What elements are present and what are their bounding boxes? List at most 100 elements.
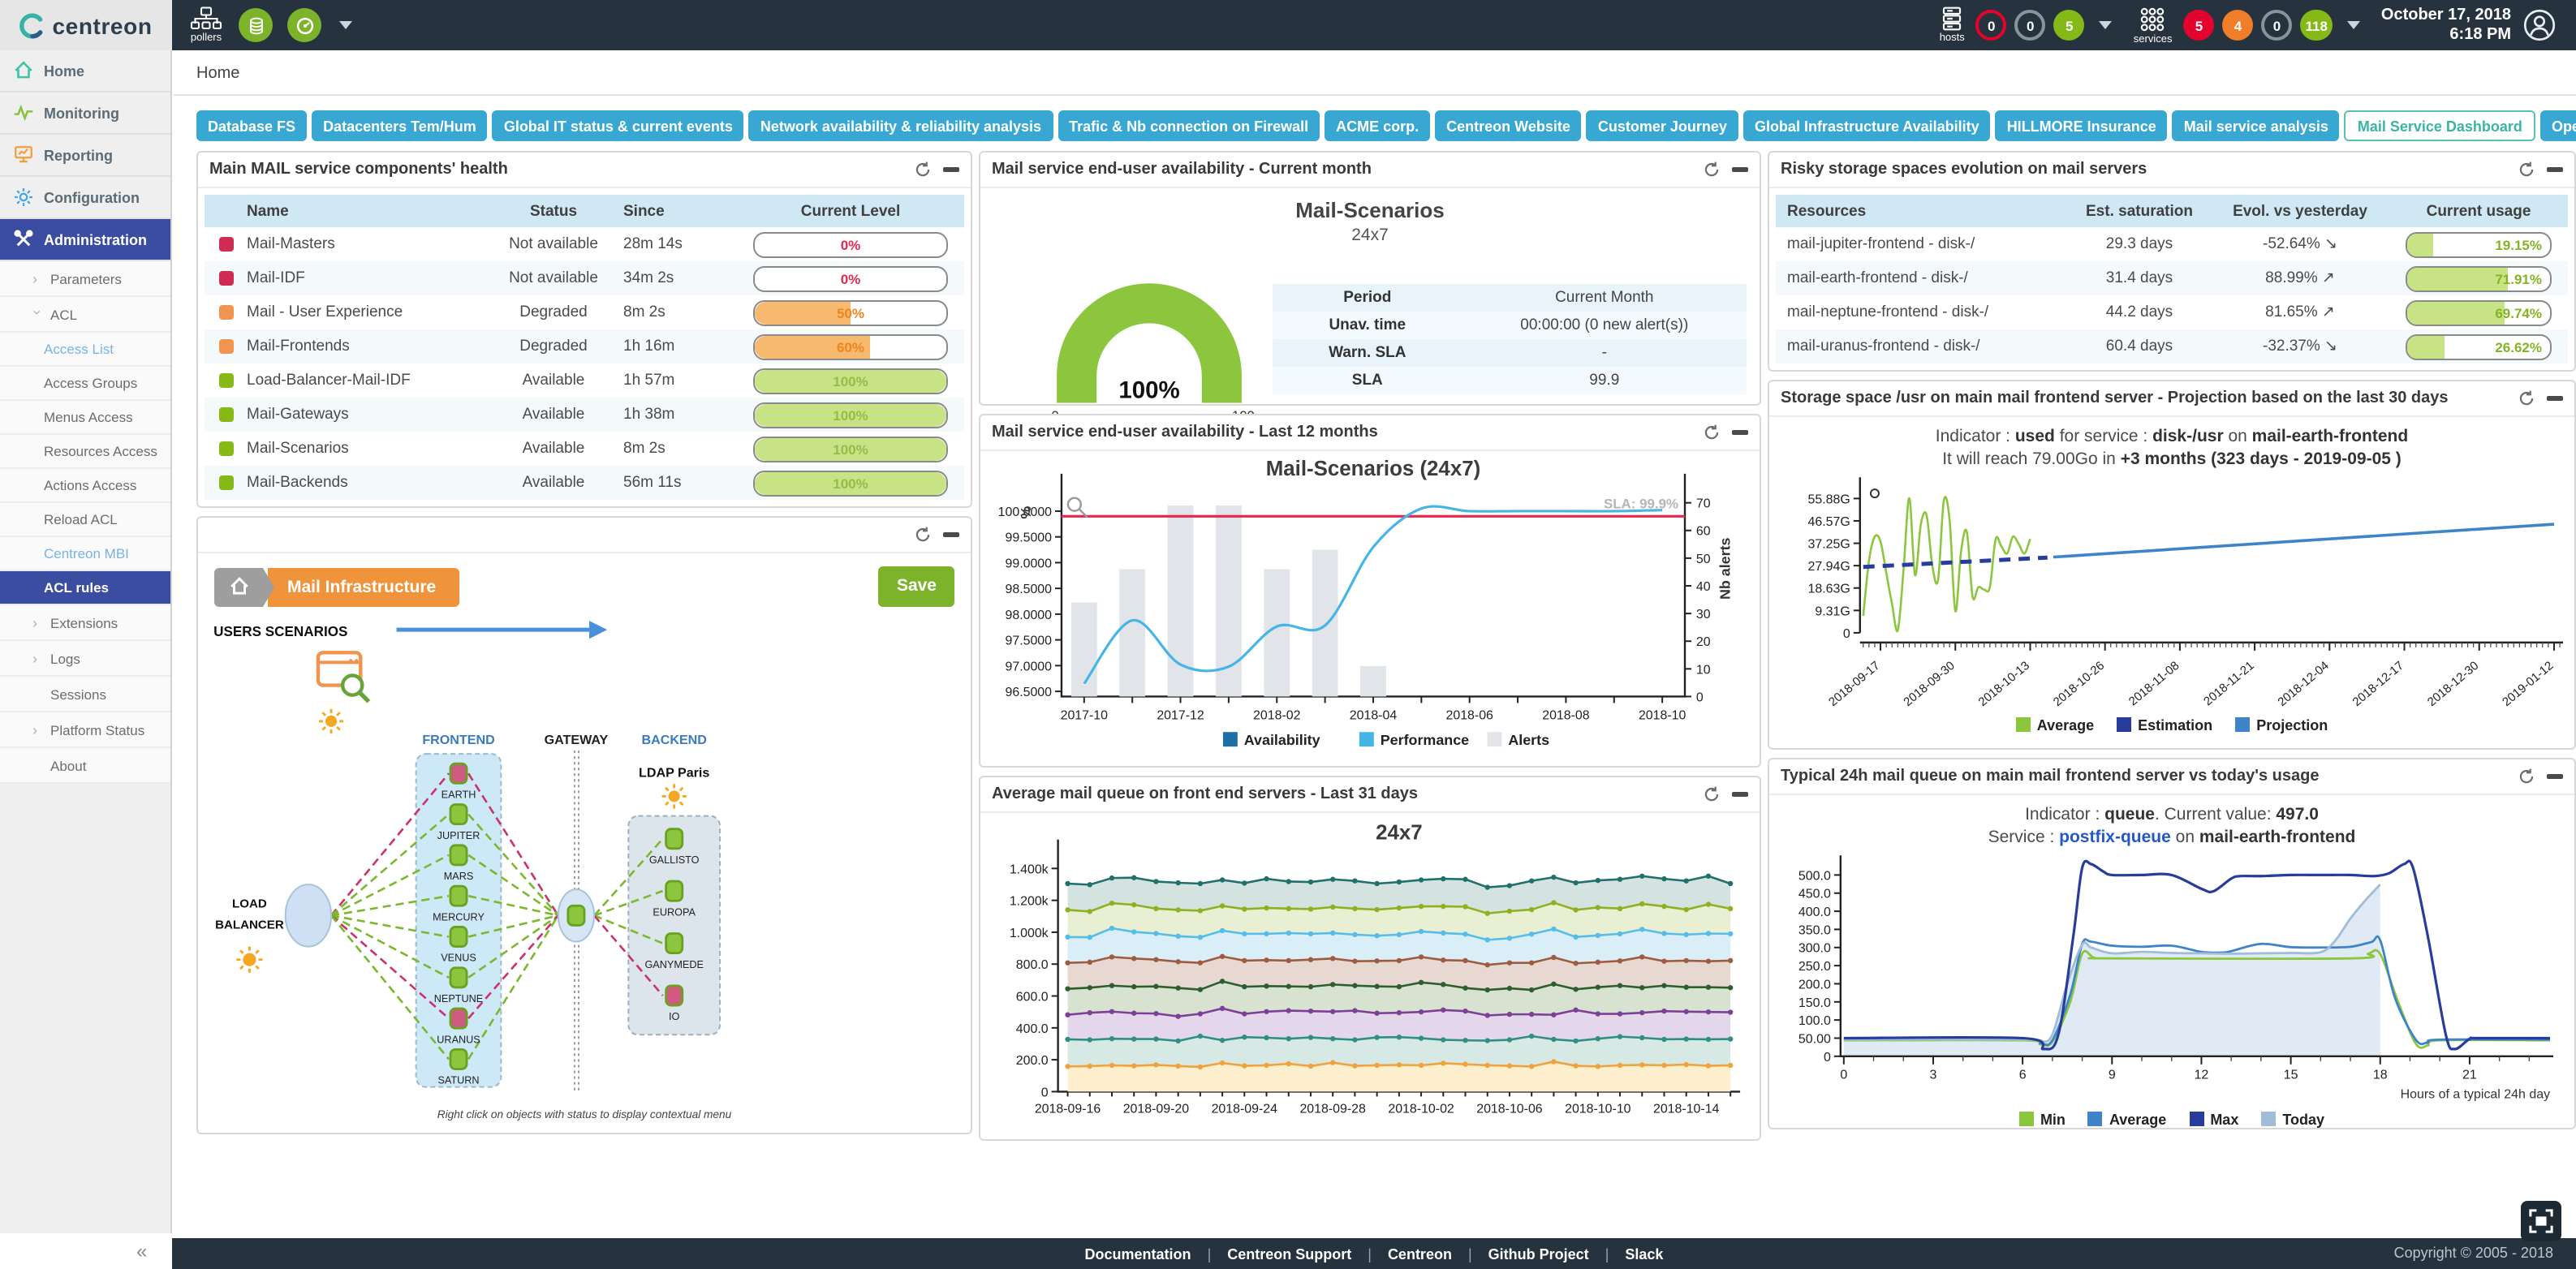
user-avatar[interactable]: [2522, 8, 2557, 42]
footer-link-documentation[interactable]: Documentation: [1084, 1245, 1191, 1262]
node-venus[interactable]: [449, 926, 468, 948]
map-home-button[interactable]: [214, 567, 263, 606]
tab-global-infrastructure-availability[interactable]: Global Infrastructure Availability: [1742, 110, 1991, 141]
node-europa[interactable]: [665, 880, 684, 902]
sidebar-item-parameters[interactable]: › Parameters: [0, 261, 170, 297]
hosts-chevron-down-icon[interactable]: [2099, 21, 2113, 29]
tab-centreon-website[interactable]: Centreon Website: [1435, 110, 1582, 141]
tab-mail-service-dashboard[interactable]: Mail Service Dashboard: [2344, 110, 2535, 141]
sidebar-item-extensions[interactable]: › Extensions: [0, 605, 170, 641]
minimize-icon[interactable]: [2547, 396, 2563, 401]
services-badge-1[interactable]: 4: [2222, 10, 2254, 41]
sidebar-item-actions-access[interactable]: Actions Access: [0, 469, 170, 503]
node-mercury[interactable]: [449, 884, 468, 907]
poller-chevron-down-icon[interactable]: [339, 21, 352, 29]
refresh-icon[interactable]: [914, 526, 932, 544]
table-row[interactable]: mail-uranus-frontend - disk-/ 60.4 days -3…: [1776, 329, 2568, 363]
footer-link-centreon[interactable]: Centreon: [1387, 1245, 1452, 1262]
services-summary[interactable]: services: [2134, 6, 2172, 45]
refresh-icon[interactable]: [1703, 424, 1721, 441]
tab-datacenters-tem-hum[interactable]: Datacenters Tem/Hum: [312, 110, 488, 141]
minimize-icon[interactable]: [943, 167, 959, 172]
minimize-icon[interactable]: [1732, 792, 1748, 797]
table-row[interactable]: Mail-Gateways Available 1h 38m 100%: [205, 398, 964, 432]
sidebar-item-reporting[interactable]: Reporting: [0, 135, 170, 177]
engine-status-icon[interactable]: [287, 8, 321, 42]
refresh-icon[interactable]: [914, 161, 932, 179]
sidebar-item-about[interactable]: About: [0, 748, 170, 784]
load-balancer-node[interactable]: [284, 884, 333, 948]
save-button[interactable]: Save: [878, 566, 954, 607]
table-row[interactable]: Load-Balancer-Mail-IDF Available 1h 57m 100…: [205, 363, 964, 398]
minimize-icon[interactable]: [2547, 774, 2563, 779]
tab-database-fs[interactable]: Database FS: [196, 110, 308, 141]
table-row[interactable]: Mail-Scenarios Available 8m 2s 100%: [205, 432, 964, 466]
hosts-summary[interactable]: hosts: [1940, 6, 1965, 44]
sidebar-item-centreon-mbi[interactable]: Centreon MBI: [0, 537, 170, 571]
table-row[interactable]: Mail - User Experience Degraded 8m 2s 50%: [205, 295, 964, 329]
refresh-icon[interactable]: [2518, 768, 2535, 785]
footer-link-centreon-support[interactable]: Centreon Support: [1227, 1245, 1352, 1262]
tab-open-tickets[interactable]: Open Tickets: [2539, 110, 2576, 141]
node-uranus[interactable]: [449, 1007, 468, 1030]
table-row[interactable]: Mail-Backends Available 56m 11s 100%: [205, 466, 964, 500]
centreon-logo[interactable]: centreon: [0, 0, 172, 50]
table-row[interactable]: Mail-Frontends Degraded 1h 16m 60%: [205, 329, 964, 363]
sidebar-item-home[interactable]: Home: [0, 50, 170, 92]
sidebar-item-platform-status[interactable]: › Platform Status: [0, 712, 170, 748]
sidebar-item-monitoring[interactable]: Monitoring: [0, 92, 170, 135]
tab-customer-journey[interactable]: Customer Journey: [1586, 110, 1738, 141]
tab-network-availability-reliability-analysis[interactable]: Network availability & reliability analy…: [748, 110, 1053, 141]
hosts-badge-1[interactable]: 0: [2014, 10, 2046, 41]
sidebar-item-menus-access[interactable]: Menus Access: [0, 401, 170, 435]
sidebar-item-acl[interactable]: › ACL: [0, 297, 170, 333]
services-chevron-down-icon[interactable]: [2346, 21, 2360, 29]
map-breadcrumb[interactable]: Mail Infrastructure: [268, 567, 459, 606]
table-row[interactable]: mail-neptune-frontend - disk-/ 44.2 days 8…: [1776, 295, 2568, 329]
services-badge-3[interactable]: 118: [2300, 10, 2333, 41]
breadcrumb[interactable]: Home: [174, 50, 2576, 96]
pollers-menu[interactable]: pollers: [188, 6, 224, 44]
fullscreen-button[interactable]: [2521, 1201, 2561, 1241]
sidebar-item-resources-access[interactable]: Resources Access: [0, 435, 170, 469]
sidebar-item-sessions[interactable]: Sessions: [0, 677, 170, 712]
tab-trafic-nb-connection-on-firewall[interactable]: Trafic & Nb connection on Firewall: [1058, 110, 1320, 141]
database-status-icon[interactable]: [239, 8, 273, 42]
sidebar-item-configuration[interactable]: Configuration: [0, 177, 170, 219]
sidebar-item-acl-rules[interactable]: ACL rules: [0, 571, 170, 605]
node-earth[interactable]: [449, 762, 468, 785]
node-neptune[interactable]: [449, 966, 468, 989]
node-gallisto[interactable]: [665, 828, 684, 850]
table-row[interactable]: Mail-IDF Not available 34m 2s 0%: [205, 261, 964, 295]
infrastructure-diagram[interactable]: USERS SCENARIOS FRONTEND GATEWAY BACKEND LDA…: [200, 610, 969, 1129]
minimize-icon[interactable]: [1732, 430, 1748, 435]
table-row[interactable]: mail-earth-frontend - disk-/ 31.4 days 88.…: [1776, 261, 2568, 295]
node-saturn[interactable]: [449, 1047, 468, 1070]
sidebar-item-access-list[interactable]: Access List: [0, 333, 170, 367]
sidebar-item-administration[interactable]: Administration: [0, 219, 170, 261]
table-row[interactable]: Mail-Masters Not available 28m 14s 0%: [205, 227, 964, 261]
services-badge-2[interactable]: 0: [2261, 10, 2293, 41]
minimize-icon[interactable]: [1732, 167, 1748, 172]
services-badge-0[interactable]: 5: [2183, 10, 2215, 41]
sidebar-item-access-groups[interactable]: Access Groups: [0, 367, 170, 401]
hosts-badge-2[interactable]: 5: [2053, 10, 2085, 41]
node-io[interactable]: [665, 984, 684, 1007]
node-ganymede[interactable]: [665, 932, 684, 955]
node-jupiter[interactable]: [449, 803, 468, 826]
sidebar-item-logs[interactable]: › Logs: [0, 641, 170, 677]
hosts-badge-0[interactable]: 0: [1975, 10, 2007, 41]
refresh-icon[interactable]: [1703, 161, 1721, 179]
tab-acme-corp[interactable]: ACME corp.: [1325, 110, 1431, 141]
tab-global-it-status-current-events[interactable]: Global IT status & current events: [492, 110, 744, 141]
tab-mail-service-analysis[interactable]: Mail service analysis: [2172, 110, 2340, 141]
sidebar-collapse-button[interactable]: «: [136, 1240, 148, 1263]
sidebar-item-reload-acl[interactable]: Reload ACL: [0, 503, 170, 537]
refresh-icon[interactable]: [2518, 161, 2535, 179]
minimize-icon[interactable]: [2547, 167, 2563, 172]
tab-hillmore-insurance[interactable]: HILLMORE Insurance: [1995, 110, 2168, 141]
refresh-icon[interactable]: [1703, 785, 1721, 803]
footer-link-github-project[interactable]: Github Project: [1488, 1245, 1589, 1262]
table-row[interactable]: mail-jupiter-frontend - disk-/ 29.3 days -…: [1776, 227, 2568, 261]
node-mars[interactable]: [449, 844, 468, 867]
